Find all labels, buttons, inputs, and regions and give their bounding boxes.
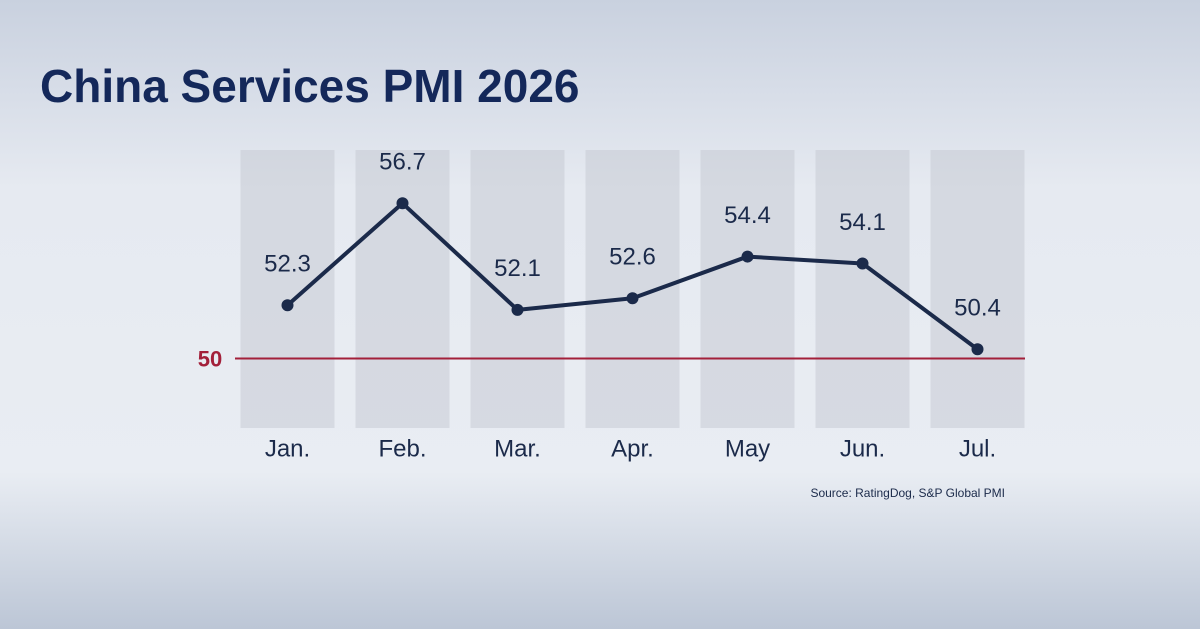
data-label: 50.4 <box>954 295 1001 322</box>
x-tick-label: Jun. <box>840 435 885 462</box>
data-point <box>281 299 294 312</box>
chart-title: China Services PMI 2026 <box>40 60 580 112</box>
column-panel <box>585 150 680 428</box>
x-tick-label: Jan. <box>265 435 310 462</box>
column-panel <box>470 150 565 428</box>
source-note: Source: RatingDog, S&P Global PMI <box>810 486 1005 500</box>
data-label: 56.7 <box>379 149 426 176</box>
data-point <box>971 343 984 356</box>
data-label: 52.1 <box>494 255 541 282</box>
data-label: 54.1 <box>839 209 886 236</box>
data-point <box>741 250 754 263</box>
column-panel <box>930 150 1025 428</box>
data-point <box>511 303 524 316</box>
data-label: 52.3 <box>264 251 311 278</box>
column-panel <box>700 150 795 428</box>
reference-label: 50 <box>198 346 222 371</box>
data-point <box>856 257 869 270</box>
data-label: 54.4 <box>724 202 771 229</box>
x-tick-label: May <box>725 435 770 462</box>
data-label: 52.6 <box>609 244 656 271</box>
column-panel <box>355 150 450 428</box>
column-panel <box>240 150 335 428</box>
data-point <box>626 292 639 305</box>
x-tick-label: Apr. <box>611 435 654 462</box>
x-tick-label: Jul. <box>959 435 996 462</box>
data-point <box>396 197 409 210</box>
x-tick-label: Mar. <box>494 435 541 462</box>
x-tick-label: Feb. <box>378 435 426 462</box>
